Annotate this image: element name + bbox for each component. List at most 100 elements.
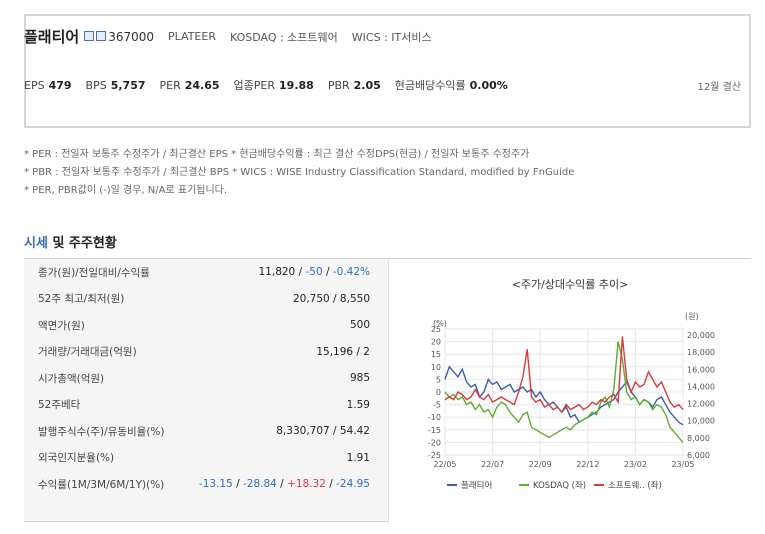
row-label: 52주 최고/최저(원) (38, 293, 125, 306)
indicator-label: EPS (24, 78, 45, 92)
indicator-dividend-yield: 현금배당수익률 0.00% (395, 77, 508, 93)
right-tick-label: 6,000 (687, 451, 710, 460)
company-summary-box (24, 14, 751, 128)
right-axis-unit: (원) (685, 312, 699, 321)
row-value: 11,820 / -50 / -0.42% (258, 266, 371, 279)
x-tick-label: 22/05 (433, 460, 456, 469)
home-icon[interactable] (84, 30, 95, 41)
table-row: 액면가(원) 500 (24, 312, 384, 339)
row-value: 8,330,707 / 54.42 (276, 425, 370, 438)
indicator-row: EPS 479 BPS 5,757 PER 24.65 업종PER 19.88 PBR 2… (24, 77, 522, 93)
indicator-industry-per: 업종PER 19.88 (234, 77, 314, 93)
price-return: -0.42% (332, 266, 370, 279)
note-line: * PER, PBR값이 (-)일 경우, N/A로 표기됩니다. (24, 185, 228, 196)
right-tick-label: 14,000 (687, 382, 715, 391)
price-relative-return-chart: 25 20 15 10 5 0 -5 -10 -15 -20 -25 20,000 18,000 16,0… (428, 312, 715, 491)
section-title-highlight: 시세 (24, 236, 48, 251)
price-chart-box: <주가/상대수익률 추이> 25 20 15 10 5 0 -5 -10 -15 -20 -25 20… (388, 259, 751, 523)
indicator-value: 479 (48, 78, 72, 92)
note-line: * PER : 전일자 보통주 수정주가 / 최근결산 EPS * 현금배당수익… (24, 149, 530, 160)
indicator-pbr: PBR 2.05 (328, 79, 381, 92)
left-tick-label: 15 (431, 350, 441, 359)
table-row: 수익률(1M/3M/6M/1Y)(%) -13.15 / -28.84 / +1… (24, 471, 384, 498)
legend-label: KOSDAQ (좌) (533, 481, 586, 491)
table-row: 발행주식수(주)/유동비율(%) 8,330,707 / 54.42 (24, 418, 384, 445)
wics-classification: WICS : IT서비스 (351, 30, 432, 44)
row-label: 수익률(1M/3M/6M/1Y)(%) (38, 478, 165, 491)
market-shareholder-panel: 종가(원)/전일대비/수익률 11,820 / -50 / -0.42% 52주… (24, 258, 751, 523)
indicator-bps: BPS 5,757 (86, 79, 146, 92)
indicator-label: 업종PER (233, 79, 276, 92)
right-tick-label: 20,000 (687, 331, 715, 340)
series-line-1 (444, 341, 684, 443)
row-value: 500 (349, 319, 370, 332)
row-label: 시가총액(억원) (38, 372, 105, 385)
left-tick-label: -10 (428, 413, 441, 422)
section-title-rest: 및 주주현황 (47, 236, 117, 251)
indicator-label: BPS (85, 78, 107, 92)
right-tick-label: 18,000 (687, 348, 715, 357)
row-label: 외국인지분율(%) (38, 452, 115, 465)
report-icon[interactable] (96, 30, 107, 41)
table-row: 52주베타 1.59 (24, 392, 384, 419)
legend-label: 플래티어 (461, 480, 492, 491)
table-row: 외국인지분율(%) 1.91 (24, 445, 384, 472)
left-tick-label: -5 (433, 401, 441, 410)
series-line-2 (444, 336, 684, 414)
return-6m: +18.32 (287, 478, 326, 491)
note-line: * PBR : 전일자 보통주 수정주가 / 최근결산 BPS * WICS :… (24, 167, 575, 178)
indicator-notes: * PER : 전일자 보통주 수정주가 / 최근결산 EPS * 현금배당수익… (24, 146, 574, 200)
return-1m: -13.15 (198, 478, 233, 491)
left-tick-label: 5 (436, 375, 441, 384)
right-tick-label: 16,000 (687, 365, 715, 374)
row-value: 15,196 / 2 (316, 345, 370, 358)
row-label: 52주베타 (38, 399, 81, 412)
row-label: 종가(원)/전일대비/수익률 (38, 266, 150, 279)
left-tick-label: 10 (431, 363, 441, 372)
chart-title: <주가/상대수익률 추이> (511, 278, 629, 291)
indicator-per: PER 24.65 (160, 79, 220, 92)
row-value: -13.15 / -28.84 / +18.32 / -24.95 (198, 478, 370, 491)
close-price: 11,820 (258, 266, 296, 279)
indicator-value: 0.00% (469, 79, 508, 92)
stock-code: 367000 (108, 29, 155, 44)
return-1y: -24.95 (336, 478, 370, 491)
row-label: 발행주식수(주)/유동비율(%) (38, 425, 165, 438)
x-tick-label: 23/02 (624, 460, 647, 469)
row-value: 985 (349, 372, 370, 385)
market-data-table: 종가(원)/전일대비/수익률 11,820 / -50 / -0.42% 52주… (24, 259, 384, 498)
company-header-row: 플래티어 367000 PLATEER KOSDAQ : 소프트웨어 WICS … (24, 26, 446, 47)
indicator-value: 2.05 (353, 78, 381, 92)
right-tick-label: 12,000 (687, 400, 715, 409)
row-value: 20,750 / 8,550 (292, 292, 370, 305)
indicator-value: 24.65 (184, 78, 220, 92)
indicator-value: 5,757 (110, 78, 146, 92)
company-name: 플래티어 (24, 28, 80, 46)
row-label: 거래량/거래대금(억원) (38, 346, 137, 359)
left-tick-label: 20 (431, 338, 441, 347)
x-tick-label: 23/05 (671, 460, 694, 469)
left-tick-label: 25 (431, 325, 441, 334)
left-tick-label: 0 (436, 388, 441, 397)
table-row: 종가(원)/전일대비/수익률 11,820 / -50 / -0.42% (24, 259, 384, 286)
table-row: 시가총액(억원) 985 (24, 365, 384, 392)
table-row: 52주 최고/최저(원) 20,750 / 8,550 (24, 286, 384, 313)
table-row: 거래량/거래대금(억원) 15,196 / 2 (24, 339, 384, 366)
x-tick-label: 22/12 (576, 460, 599, 469)
left-tick-label: -25 (428, 451, 441, 460)
indicator-value: 19.88 (279, 79, 314, 92)
x-tick-label: 22/09 (529, 460, 552, 469)
price-change: -50 (305, 266, 323, 279)
left-tick-label: -15 (428, 426, 441, 435)
market-classification: KOSDAQ : 소프트웨어 (229, 30, 338, 44)
x-tick-label: 22/07 (481, 460, 504, 469)
indicator-label: 현금배당수익률 (394, 79, 466, 92)
settlement-month: 12월 결산 (697, 82, 741, 93)
row-value: 1.59 (346, 398, 370, 411)
return-3m: -28.84 (242, 478, 277, 491)
left-axis-unit: (%) (433, 319, 447, 328)
section-title: 시세 및 주주현황 (24, 232, 117, 251)
indicator-label: PER (159, 78, 181, 92)
row-value: 1.91 (346, 451, 370, 464)
legend-label: 소프트웨.. (좌) (608, 480, 662, 491)
